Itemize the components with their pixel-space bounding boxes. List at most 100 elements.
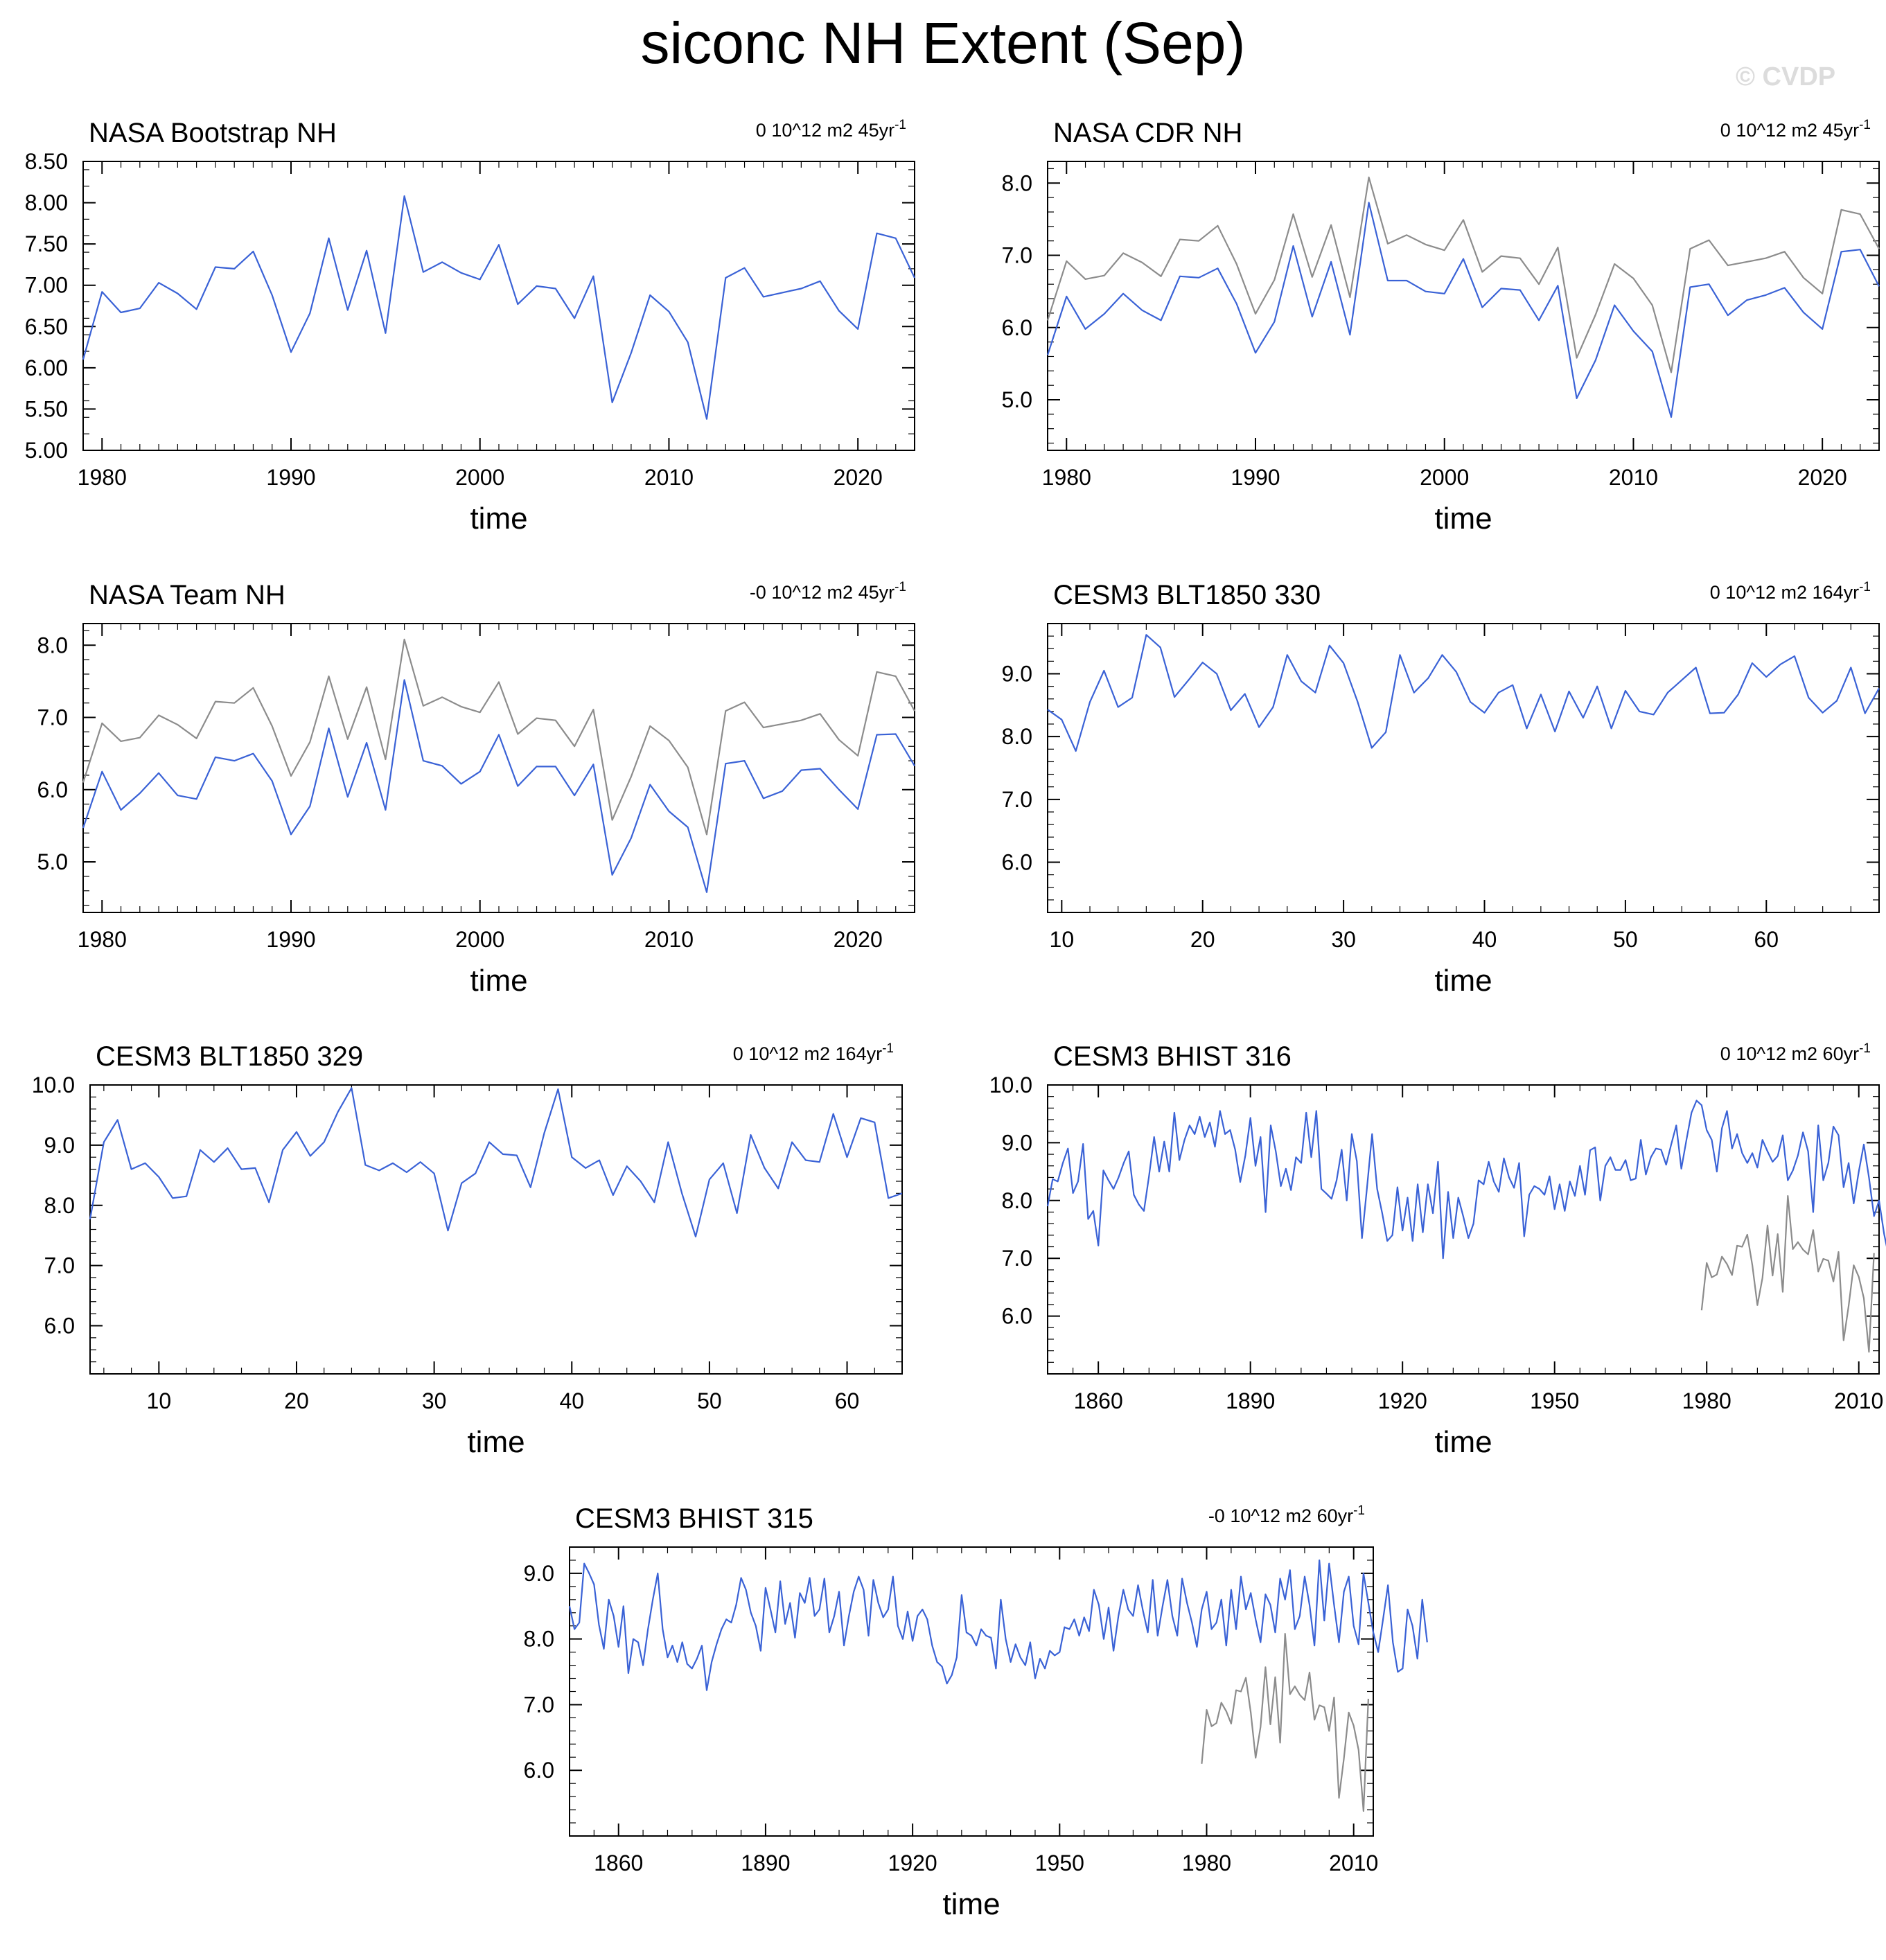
x-tick-label: 2010 [1834, 1388, 1883, 1413]
trend-annotation: 0 10^12 m2 164yr-1 [1710, 580, 1871, 603]
x-tick-label: 60 [835, 1388, 860, 1413]
x-tick-label: 1890 [741, 1851, 790, 1875]
model-series-line [1047, 634, 1880, 752]
x-axis-label: time [1434, 502, 1492, 536]
plot-frame [569, 1546, 1374, 1837]
y-tick-label: 7.0 [1002, 1246, 1032, 1271]
plot-frame [82, 161, 915, 451]
x-axis-label: time [1434, 964, 1492, 998]
model-series-line [1046, 202, 1880, 418]
chart-panel-7: 6.0 7.0 8.0 9.0 1860 1890 1920 1950 1980 2010 time… [524, 1503, 1428, 1921]
chart-panel-1: 5.00 5.50 6.00 6.50 7.00 7.50 8.00 8.50 1980 1990… [25, 118, 915, 536]
x-tick-label: 20 [284, 1388, 309, 1413]
x-tick-label: 2000 [1420, 465, 1469, 490]
x-tick-label: 1980 [1182, 1851, 1231, 1875]
plot-frame [1047, 1084, 1880, 1375]
y-tick-label: 6.0 [37, 777, 68, 802]
y-tick-label: 7.0 [1002, 787, 1032, 812]
x-tick-label: 20 [1190, 927, 1215, 952]
x-tick-label: 50 [1613, 927, 1638, 952]
watermark: © CVDP [1736, 62, 1836, 91]
x-tick-label: 1860 [594, 1851, 643, 1875]
x-tick-label: 1890 [1226, 1388, 1275, 1413]
x-tick-label: 1980 [78, 465, 127, 490]
trend-annotation: 0 10^12 m2 45yr-1 [1720, 118, 1871, 141]
x-tick-label: 1950 [1035, 1851, 1084, 1875]
panel-title: NASA CDR NH [1053, 118, 1242, 148]
y-tick-label: 10.0 [989, 1072, 1032, 1097]
y-tick-label: 7.0 [1002, 243, 1032, 268]
chart-panel-3: 5.0 6.0 7.0 8.0 1980 1990 2000 2010 2020 time NASA… [37, 580, 915, 998]
y-tick-label: 8.0 [1002, 724, 1032, 749]
panel-title: CESM3 BLT1850 329 [96, 1041, 363, 1072]
y-tick-label: 10.0 [32, 1072, 75, 1097]
y-tick-label: 5.0 [1002, 387, 1032, 412]
plot-frame [82, 623, 915, 913]
plot-frame [1047, 623, 1880, 913]
model-series-line [82, 195, 915, 420]
model-series-line [89, 1087, 903, 1238]
plot-frame [89, 1084, 903, 1375]
trend-annotation: 0 10^12 m2 164yr-1 [733, 1041, 894, 1064]
x-tick-label: 10 [147, 1388, 172, 1413]
x-axis-label: time [467, 1425, 525, 1459]
trend-annotation: -0 10^12 m2 60yr-1 [1208, 1503, 1365, 1526]
y-tick-label: 6.0 [524, 1758, 554, 1783]
x-tick-label: 2000 [455, 465, 504, 490]
trend-annotation: 0 10^12 m2 45yr-1 [756, 118, 906, 141]
y-tick-label: 9.0 [1002, 662, 1032, 687]
x-tick-label: 1920 [888, 1851, 937, 1875]
x-axis-label: time [470, 502, 527, 536]
x-tick-label: 2020 [1798, 465, 1847, 490]
x-axis-label: time [942, 1887, 1000, 1921]
observed-series-line [1201, 1633, 1369, 1812]
y-tick-label: 5.50 [25, 396, 68, 421]
panel-title: NASA Team NH [89, 580, 285, 610]
figure-title: siconc NH Extent (Sep) [640, 10, 1246, 76]
x-axis-label: time [470, 964, 527, 998]
x-tick-label: 1990 [266, 927, 315, 952]
y-tick-label: 5.00 [25, 438, 68, 463]
x-tick-label: 50 [697, 1388, 722, 1413]
model-series-line [1046, 1100, 1886, 1260]
observed-series-line [82, 638, 915, 836]
panel-title: CESM3 BHIST 316 [1053, 1041, 1292, 1072]
x-tick-label: 2010 [1329, 1851, 1378, 1875]
x-tick-label: 1980 [1682, 1388, 1731, 1413]
trend-annotation: 0 10^12 m2 60yr-1 [1720, 1041, 1871, 1064]
y-tick-label: 7.00 [25, 273, 68, 298]
observed-series-line [1700, 1194, 1875, 1353]
y-tick-label: 7.0 [37, 705, 68, 730]
y-tick-label: 8.0 [1002, 170, 1032, 195]
observed-series-line [1046, 176, 1880, 373]
chart-panel-4: 6.0 7.0 8.0 9.0 10 20 30 40 50 60 time CESM3 BLT185… [1002, 580, 1880, 998]
x-tick-label: 30 [422, 1388, 447, 1413]
y-tick-label: 8.0 [524, 1627, 554, 1652]
x-tick-label: 1980 [78, 927, 127, 952]
panel-title: CESM3 BLT1850 330 [1053, 580, 1321, 610]
y-tick-label: 9.0 [44, 1133, 75, 1158]
y-tick-label: 7.0 [524, 1692, 554, 1717]
y-tick-label: 6.0 [1002, 1304, 1032, 1329]
y-tick-label: 8.0 [1002, 1188, 1032, 1213]
x-tick-label: 2010 [644, 465, 694, 490]
x-tick-label: 1950 [1530, 1388, 1579, 1413]
x-tick-label: 1980 [1042, 465, 1091, 490]
y-tick-label: 8.0 [44, 1193, 75, 1218]
trend-annotation: -0 10^12 m2 45yr-1 [750, 580, 906, 603]
panel-title: NASA Bootstrap NH [89, 118, 337, 148]
y-tick-label: 6.0 [44, 1314, 75, 1339]
x-tick-label: 2020 [834, 927, 883, 952]
chart-panel-2: 5.0 6.0 7.0 8.0 1980 1990 2000 2010 2020 time NASA… [1002, 118, 1880, 536]
x-tick-label: 2010 [1609, 465, 1658, 490]
panel-title: CESM3 BHIST 315 [575, 1503, 813, 1534]
x-tick-label: 1990 [1231, 465, 1280, 490]
x-tick-label: 2000 [455, 927, 504, 952]
y-tick-label: 6.0 [1002, 315, 1032, 340]
x-tick-label: 10 [1050, 927, 1075, 952]
y-tick-label: 9.0 [1002, 1130, 1032, 1155]
y-tick-label: 7.50 [25, 231, 68, 256]
y-tick-label: 8.00 [25, 191, 68, 215]
x-tick-label: 2020 [834, 465, 883, 490]
chart-panel-5: 6.0 7.0 8.0 9.0 10.0 10 20 30 40 50 60 time CESM3 BL… [32, 1041, 903, 1459]
